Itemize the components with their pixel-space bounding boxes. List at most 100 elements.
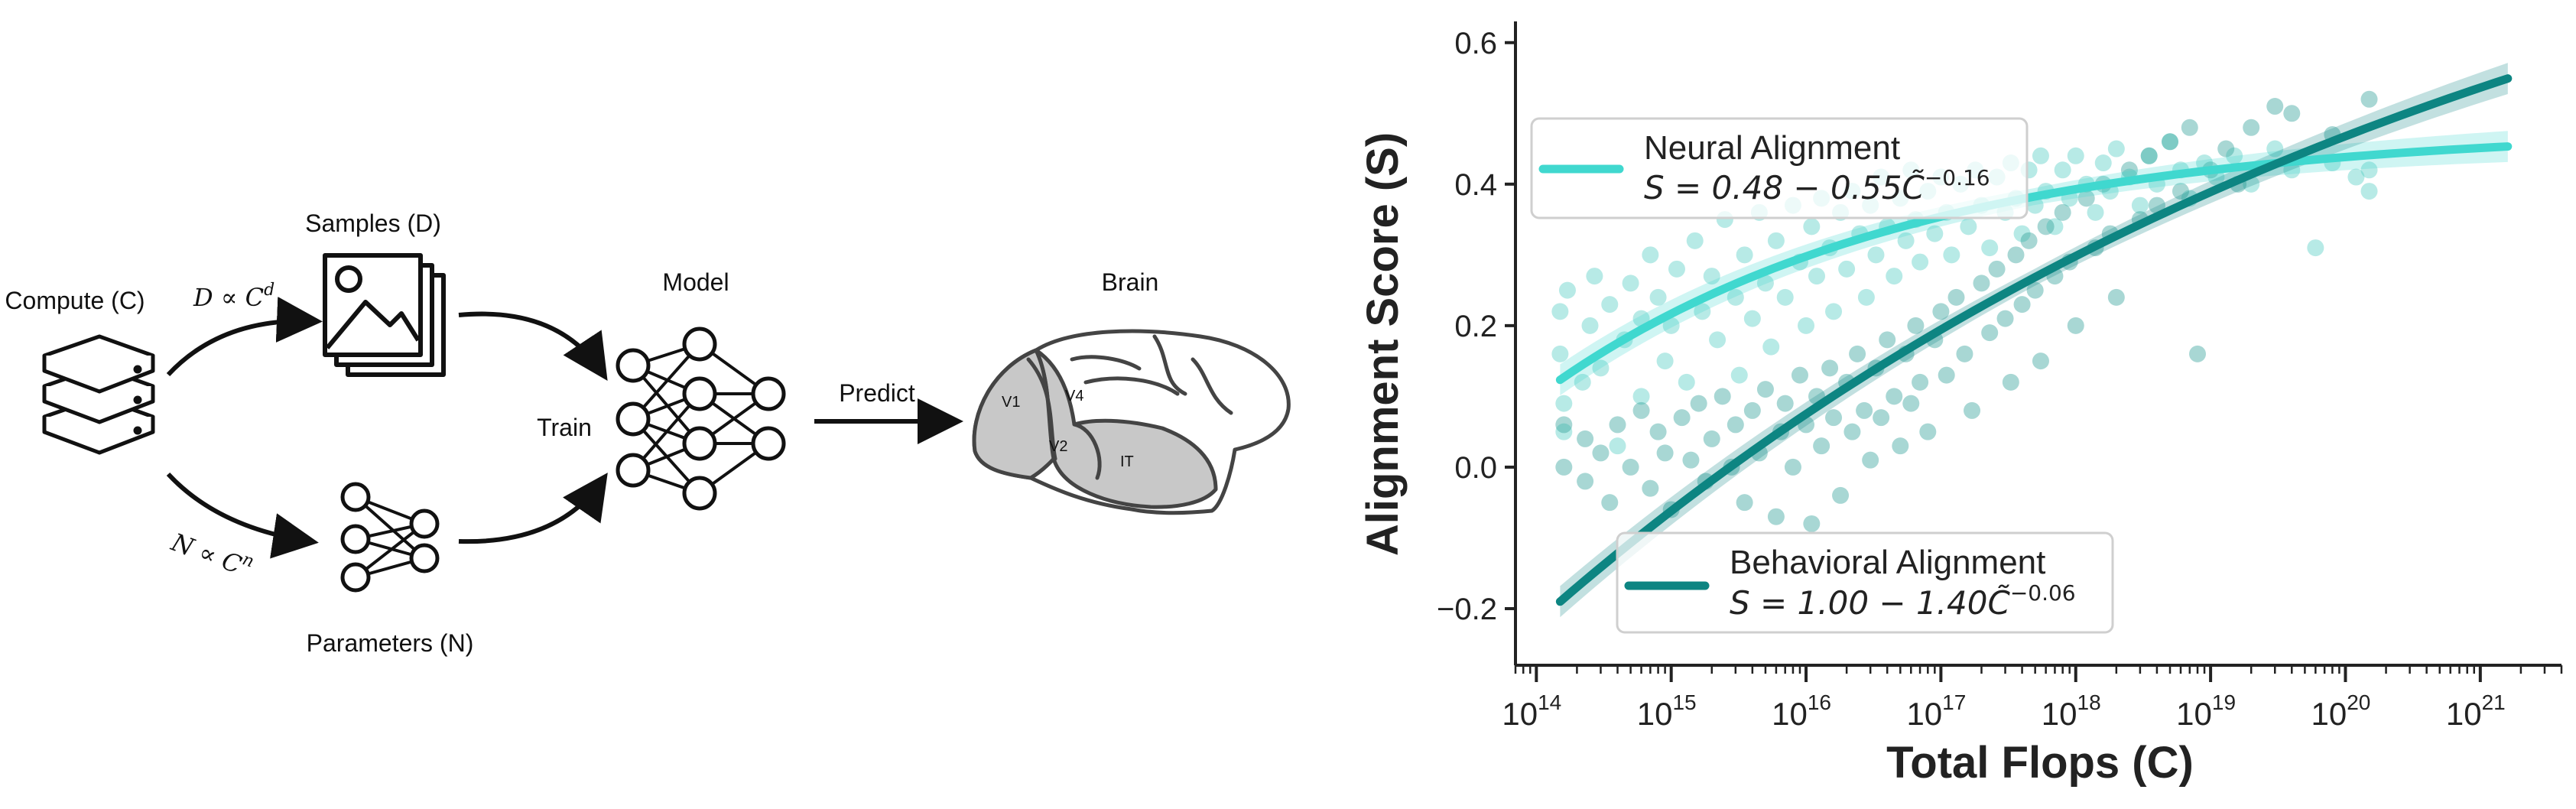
neural-point xyxy=(2226,147,2243,164)
neural-point xyxy=(1581,317,1599,334)
behavioral-point xyxy=(1703,430,1720,447)
x-tick-label: 1021 xyxy=(2446,690,2506,732)
behavioral-point xyxy=(1912,373,1929,391)
neural-point xyxy=(2067,147,2084,164)
x-tick-label: 1020 xyxy=(2311,690,2371,732)
neural-point xyxy=(1886,268,1903,285)
behavioral-point xyxy=(1932,303,1950,320)
fit-line-layer xyxy=(1555,74,2513,606)
x-tick-label: 1016 xyxy=(1772,690,1831,732)
neural-point xyxy=(1943,246,1960,264)
small-network-icon xyxy=(340,482,440,593)
behavioral-point xyxy=(1825,409,1843,427)
legend-neural-name: Neural Alignment xyxy=(1644,129,1900,167)
neural-point xyxy=(1960,218,1977,236)
train-label: Train xyxy=(537,414,592,441)
behavioral-point xyxy=(1743,401,1761,419)
neural-network-icon xyxy=(616,327,786,511)
neural-point xyxy=(1897,232,1915,249)
behavioral-point xyxy=(1902,395,1920,412)
neural-point xyxy=(1825,303,1843,320)
neural-point xyxy=(1678,373,1695,391)
behavioral-point xyxy=(1973,275,1990,292)
neural-confidence-band xyxy=(1560,131,2508,396)
behavioral-point xyxy=(2181,119,2198,136)
neural-point xyxy=(1632,388,1650,405)
neural-point xyxy=(1558,281,1576,299)
neural-point xyxy=(2013,225,2031,242)
neural-point xyxy=(1838,260,1856,278)
behavioral-point xyxy=(1862,451,1879,469)
brain-label: Brain xyxy=(1102,268,1159,296)
x-tick-label: 1019 xyxy=(2176,690,2236,732)
legend-behavioral-formula: S = 1.00 − 1.40C̃−0.06 xyxy=(1730,580,2076,622)
behavioral-point xyxy=(2172,183,2189,200)
behavioral-point xyxy=(1682,451,1700,469)
neural-point xyxy=(1601,296,1619,314)
neural-point xyxy=(1609,437,1626,455)
behavioral-point xyxy=(1714,388,1731,405)
behavioral-point xyxy=(2077,190,2095,207)
behavioral-fit-line xyxy=(1555,74,2513,606)
behavioral-point xyxy=(1947,288,1965,306)
behavioral-point xyxy=(1996,310,2014,327)
neural-point xyxy=(1736,246,1753,264)
behavioral-point xyxy=(1577,430,1594,447)
arrow-params-to-model xyxy=(458,473,608,544)
behavioral-point xyxy=(1673,409,1691,427)
behavioral-point xyxy=(1555,416,1573,434)
behavioral-point xyxy=(1776,395,1794,412)
behavioral-point xyxy=(1577,473,1594,490)
parameters-label: Parameters (N) xyxy=(307,629,474,657)
neural-point xyxy=(1551,303,1569,320)
server-stack-icon xyxy=(42,334,155,455)
neural-point xyxy=(1798,317,1815,334)
neural-point xyxy=(2107,140,2125,158)
neural-point xyxy=(1727,288,1744,306)
neural-point xyxy=(2087,203,2104,221)
neural-fit-line xyxy=(1555,142,2513,385)
behavioral-point xyxy=(1856,401,1873,419)
behavioral-point xyxy=(1813,437,1830,455)
neural-point xyxy=(1776,288,1794,306)
neural-point xyxy=(1668,260,1685,278)
y-axis-title: Alignment Score (S) xyxy=(1358,132,1408,556)
neural-point xyxy=(2162,133,2179,151)
neural-point xyxy=(1662,317,1680,334)
behavioral-point xyxy=(1592,444,1610,462)
neural-point xyxy=(1743,310,1761,327)
y-tick-label: 0.4 xyxy=(1454,168,1497,202)
behavioral-point xyxy=(1601,494,1619,512)
neural-point xyxy=(1622,275,1639,292)
behavioral-point xyxy=(2020,232,2038,249)
neural-point xyxy=(1867,246,1885,264)
neural-point xyxy=(1730,366,1748,384)
area-v1-label: V1 xyxy=(1002,394,1020,411)
behavioral-point xyxy=(2217,140,2235,158)
x-axis-title: Total Flops (C) xyxy=(1886,738,2194,788)
image-stack-icon xyxy=(323,253,446,377)
neural-point xyxy=(1981,239,1999,257)
behavioral-point xyxy=(1555,458,1573,476)
x-tick-label: 1014 xyxy=(1502,690,1561,732)
samples-formula: D ∝ Cd xyxy=(193,281,274,312)
behavioral-point xyxy=(1821,359,1839,377)
neural-point xyxy=(2131,197,2149,214)
alignment-chart: −0.20.00.20.40.6 1014 1015 1016 1017 1018 101… xyxy=(1358,21,2563,788)
x-ticks: 1014 1015 1016 1017 1018 1019 1020 1021 xyxy=(1502,665,2563,732)
behavioral-point xyxy=(2013,296,2031,314)
x-tick-label: 1018 xyxy=(2042,690,2101,732)
behavioral-point xyxy=(2162,133,2179,151)
params-formula: N ∝ Cn xyxy=(167,525,256,583)
neural-point xyxy=(1649,288,1667,306)
behavioral-point xyxy=(1964,401,1981,419)
behavioral-point xyxy=(1981,324,1999,342)
behavioral-point xyxy=(2120,161,2138,179)
y-tick-label: 0.6 xyxy=(1454,27,1497,60)
behavioral-point xyxy=(1879,331,1896,349)
behavioral-point xyxy=(1956,345,1973,362)
neural-point xyxy=(2032,147,2049,164)
behavioral-point xyxy=(1849,345,1866,362)
behavioral-point xyxy=(2360,90,2378,108)
neural-point xyxy=(1912,253,1929,271)
